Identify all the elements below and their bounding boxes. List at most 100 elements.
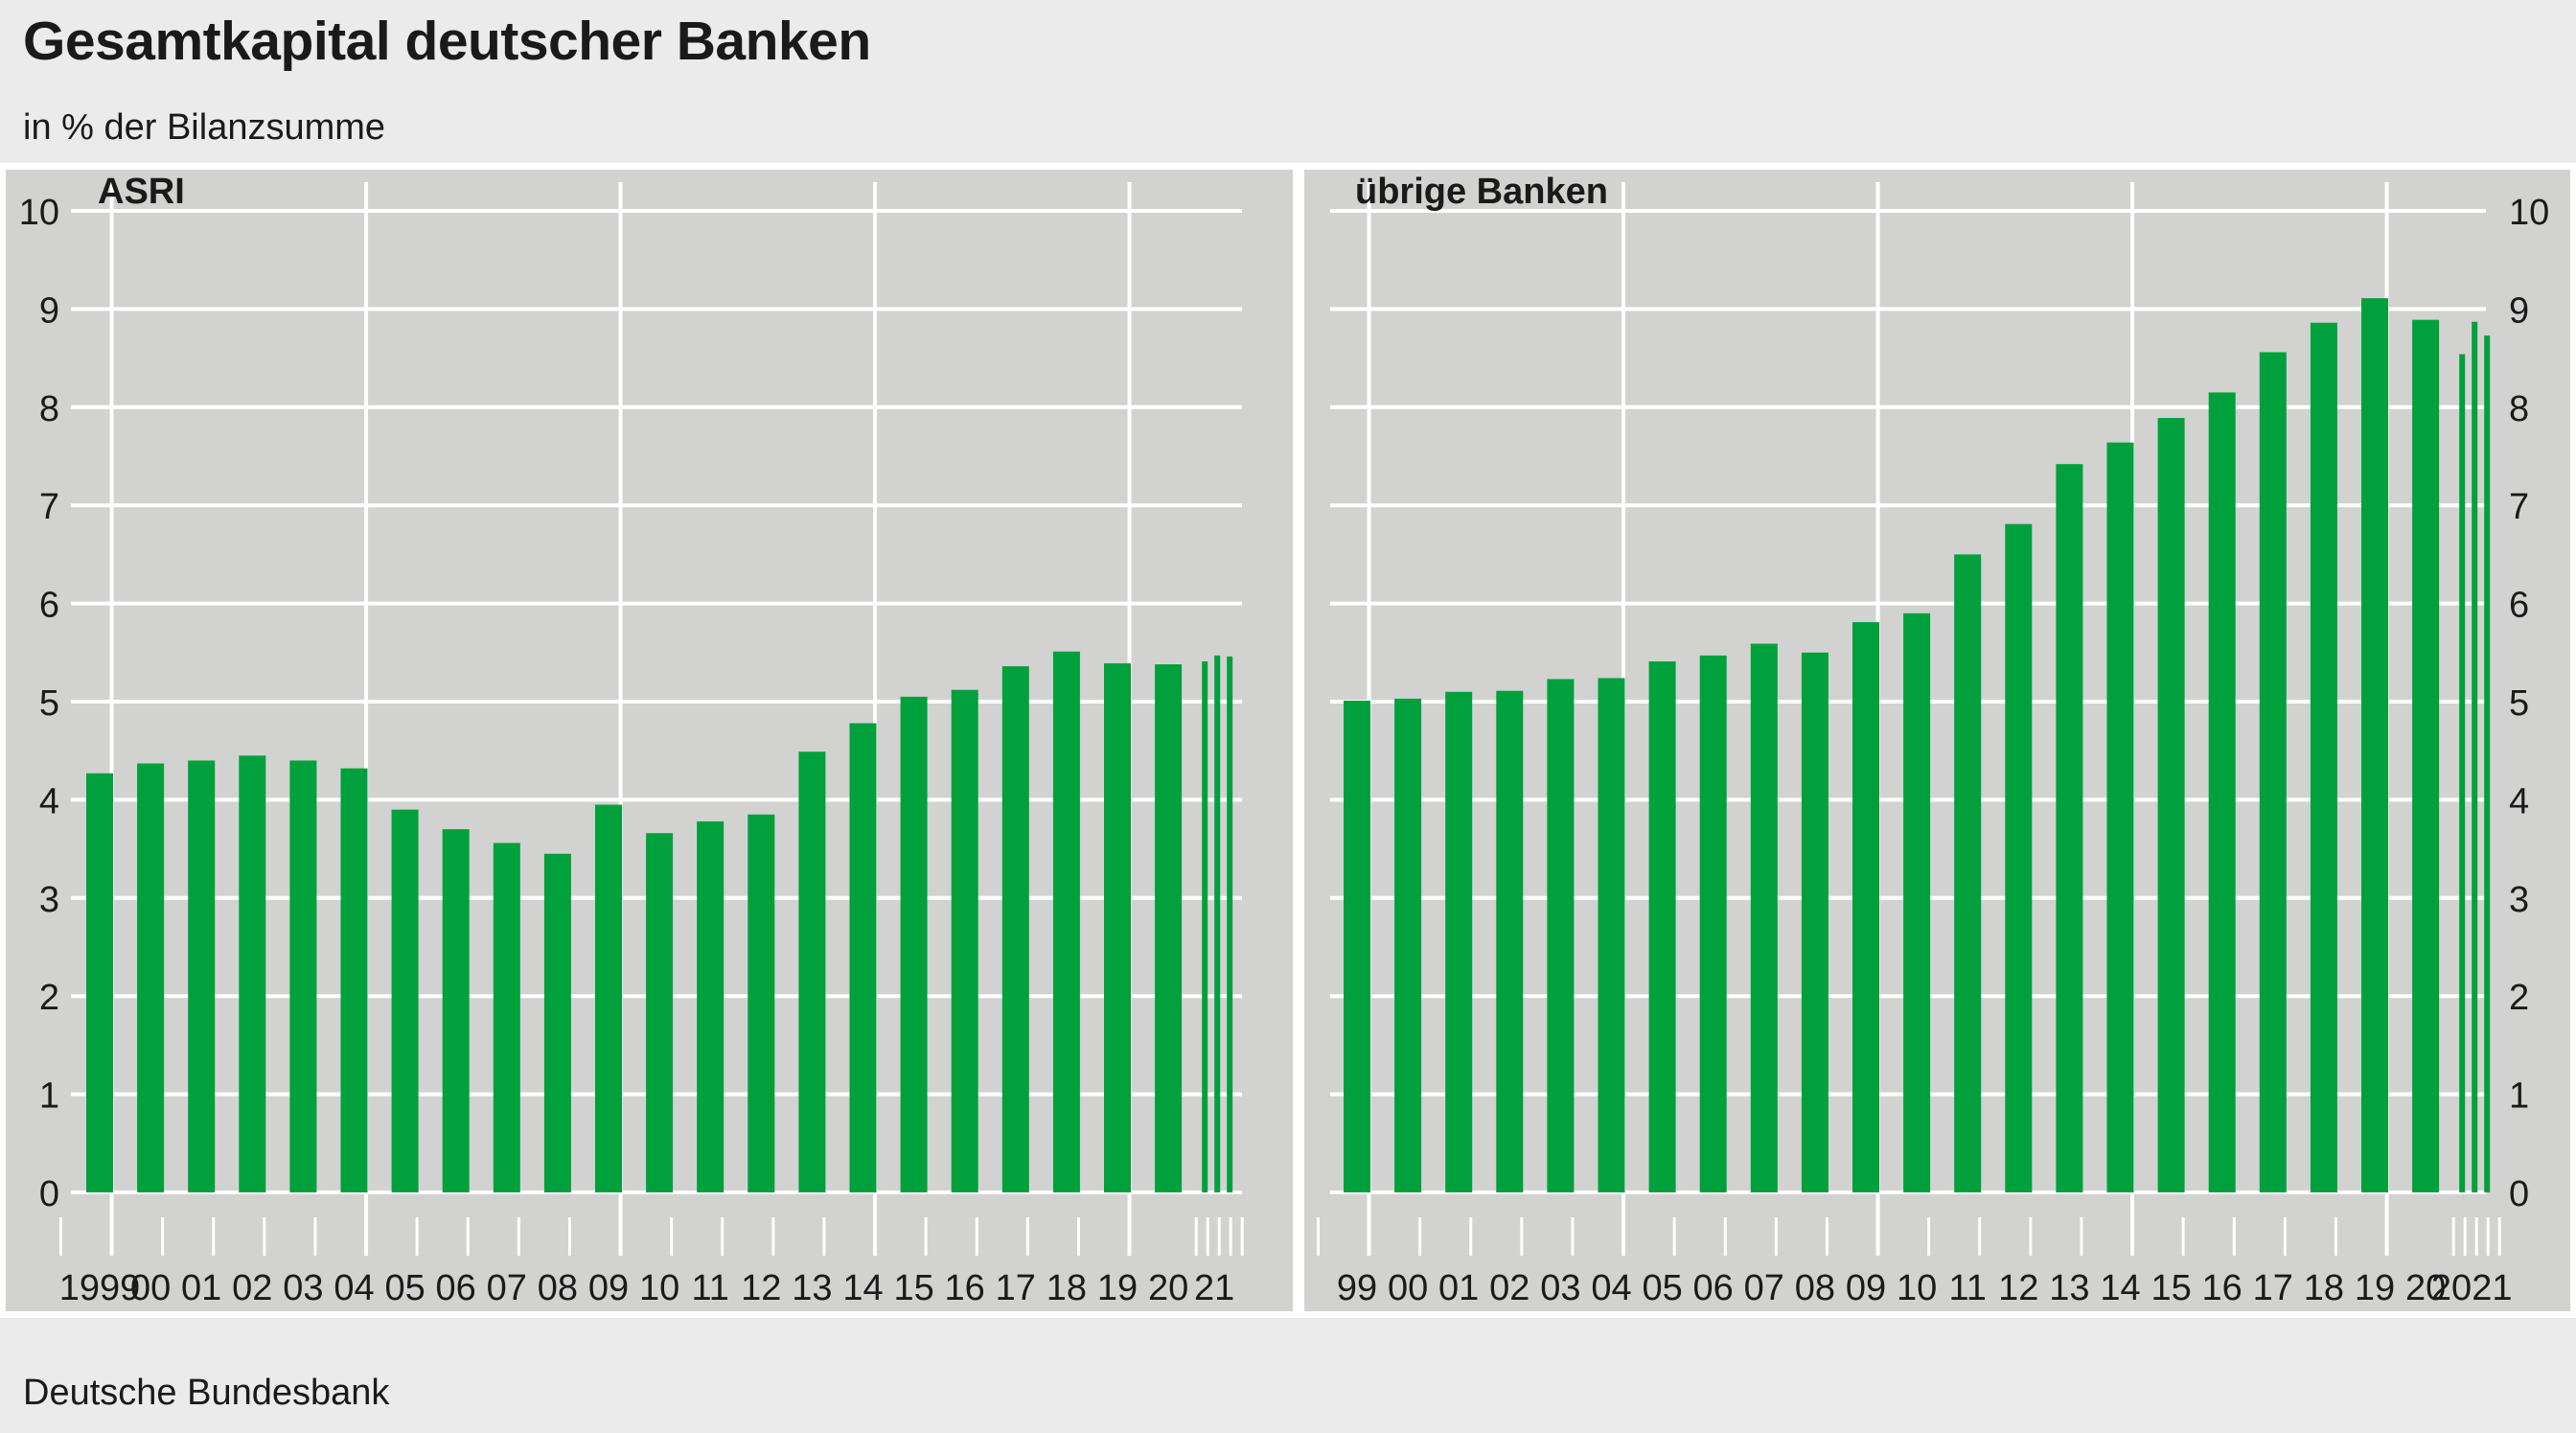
bar [442,829,470,1192]
bar [2106,442,2134,1192]
x-tick-label: 13 [792,1268,832,1308]
bar [1750,643,1778,1192]
x-tick-label: 05 [384,1268,425,1308]
x-tick-label: 20 [1148,1268,1188,1308]
source-note: Deutsche Bundesbank [23,1373,390,1413]
bar [1954,554,1982,1192]
bar [900,696,928,1192]
x-tick-label: 19 [2355,1268,2395,1308]
y-tick-label: 1 [39,1076,59,1117]
chart-subtitle: in % der Bilanzsumme [23,107,386,148]
y-tick-label: 10 [19,193,59,233]
x-tick-label: 17 [996,1268,1036,1308]
bar-quarterly [2472,321,2478,1192]
x-tick-label: 16 [2202,1268,2242,1308]
y-tick-label: 5 [2509,683,2529,724]
y-tick-label: 6 [2509,586,2529,626]
y-tick-label: 10 [2509,193,2549,233]
x-tick-label: 13 [2049,1268,2089,1308]
x-tick-label: 12 [1998,1268,2038,1308]
x-tick-label: 00 [1388,1268,1428,1308]
x-tick-label: 01 [181,1268,221,1308]
bar [1648,661,1676,1192]
bar [1699,655,1727,1192]
bar [1598,678,1625,1192]
x-tick-label: 10 [639,1268,679,1308]
bar [1104,663,1131,1192]
bar [2310,322,2337,1193]
bar [1801,652,1828,1192]
bar-quarterly [1214,655,1221,1192]
x-tick-label: 09 [588,1268,629,1308]
bar [951,689,978,1192]
x-tick-label: 06 [436,1268,476,1308]
bar [493,843,520,1192]
y-tick-label: 9 [39,290,59,331]
x-tick-label: 15 [2150,1268,2191,1308]
bar-quarterly [1227,656,1233,1192]
panel-title: übrige Banken [1355,172,1608,212]
x-tick-label: 19 [1097,1268,1138,1308]
x-tick-label: 06 [1693,1268,1734,1308]
bar [2005,523,2033,1192]
x-tick-label: 14 [842,1268,883,1308]
bar [137,763,165,1192]
y-tick-label: 1 [2509,1076,2529,1117]
x-tick-label: 03 [283,1268,323,1308]
x-tick-label: 05 [1642,1268,1682,1308]
bar [340,768,368,1192]
y-tick-label: 9 [2509,290,2529,331]
x-tick-label: 08 [538,1268,578,1308]
bar [646,833,674,1192]
x-tick-label: 09 [1846,1268,1886,1308]
bar [543,853,571,1192]
chart-title: Gesamtkapital deutscher Banken [23,11,871,72]
bar [239,755,266,1192]
bar-quarterly [2484,335,2491,1193]
bar [1052,651,1080,1192]
bar [1394,698,1422,1192]
x-tick-label: 07 [487,1268,527,1308]
x-tick-label: 08 [1795,1268,1835,1308]
bar [1344,700,1370,1192]
x-tick-label: 20 [2405,1268,2446,1308]
x-tick-label: 07 [1744,1268,1784,1308]
x-tick-label: 16 [945,1268,985,1308]
bar [2259,352,2287,1192]
bar [1903,612,1931,1192]
y-tick-label: 2 [39,978,59,1018]
x-tick-label: 03 [1540,1268,1580,1308]
bar [1852,622,1879,1192]
bar [188,760,216,1192]
y-tick-label: 7 [2509,487,2529,527]
y-tick-label: 8 [2509,389,2529,429]
y-tick-label: 2 [2509,978,2529,1018]
bar [1445,691,1473,1192]
y-tick-label: 5 [39,683,59,724]
x-tick-label: 99 [1337,1268,1377,1308]
x-tick-label: 2021 [2431,1268,2513,1308]
x-tick-label: 12 [741,1268,781,1308]
bar [2361,298,2388,1192]
bar [849,723,877,1192]
bar [595,804,622,1192]
y-tick-label: 7 [39,487,59,527]
x-tick-label: 11 [691,1268,728,1308]
x-tick-label: 1999 [59,1268,141,1308]
y-tick-label: 4 [39,781,59,821]
bar [1001,666,1029,1192]
y-tick-label: 8 [39,389,59,429]
x-tick-label: 02 [1489,1268,1530,1308]
bar [1547,679,1575,1192]
x-tick-label: 01 [1438,1268,1479,1308]
x-tick-label: 04 [1591,1268,1631,1308]
y-tick-label: 4 [2509,781,2529,821]
x-tick-label: 04 [334,1268,374,1308]
bar [2208,392,2236,1192]
y-tick-label: 3 [39,880,59,920]
x-tick-label: 11 [1948,1268,1986,1308]
bar [2412,319,2440,1192]
